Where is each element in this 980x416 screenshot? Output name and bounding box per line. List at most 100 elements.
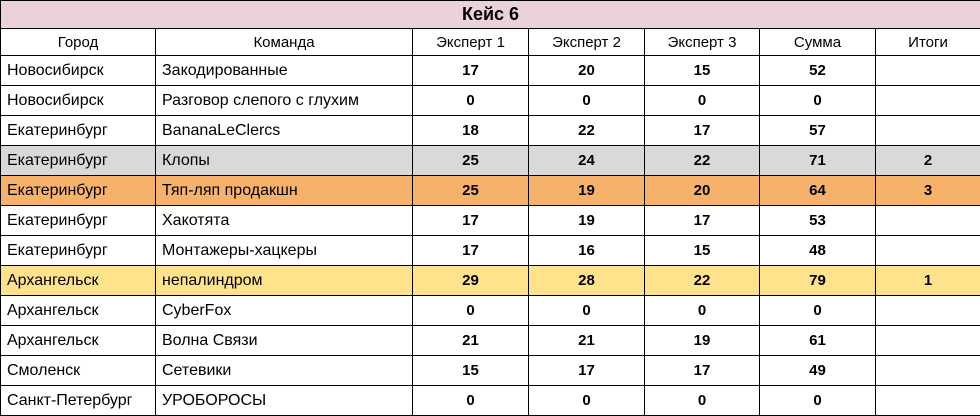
table-row: Архангельск непалиндром 29 28 22 79 1 (0, 265, 980, 296)
sum-cell[interactable]: 61 (759, 325, 876, 356)
expert2-score-cell[interactable]: 19 (528, 175, 645, 206)
table-row: Екатеринбург BananaLeClercs 18 22 17 57 (0, 115, 980, 146)
team-cell[interactable]: Сетевики (155, 355, 413, 386)
table-row: Екатеринбург Тяп-ляп продакшн 25 19 20 64 3 (0, 175, 980, 206)
sum-cell[interactable]: 53 (759, 205, 876, 236)
sum-cell[interactable]: 49 (759, 355, 876, 386)
table-body: Новосибирск Закодированные 17 20 15 52 Новосиб… (0, 55, 980, 416)
table-title[interactable]: Кейс 6 (0, 0, 980, 29)
expert3-score-cell[interactable]: 19 (644, 325, 760, 356)
sum-cell[interactable]: 64 (759, 175, 876, 206)
expert1-score-cell[interactable]: 0 (412, 295, 529, 326)
column-header-6[interactable]: Сумма (759, 28, 876, 56)
city-cell[interactable]: Архангельск (0, 265, 156, 296)
team-cell[interactable]: Закодированные (155, 55, 413, 86)
sum-cell[interactable]: 79 (759, 265, 876, 296)
city-cell[interactable]: Екатеринбург (0, 235, 156, 266)
expert2-score-cell[interactable]: 19 (528, 205, 645, 236)
expert2-score-cell[interactable]: 0 (528, 385, 645, 416)
expert2-score-cell[interactable]: 16 (528, 235, 645, 266)
sum-cell[interactable]: 0 (759, 295, 876, 326)
expert3-score-cell[interactable]: 20 (644, 175, 760, 206)
expert3-score-cell[interactable]: 0 (644, 85, 760, 116)
result-cell[interactable] (874, 85, 980, 116)
sum-cell[interactable]: 0 (759, 85, 876, 116)
column-header-7[interactable]: Итоги (874, 28, 980, 56)
city-cell[interactable]: Архангельск (0, 325, 156, 356)
expert3-score-cell[interactable]: 17 (644, 205, 760, 236)
city-cell[interactable]: Новосибирск (0, 85, 156, 116)
expert1-score-cell[interactable]: 0 (412, 385, 529, 416)
city-cell[interactable]: Санкт-Петербург (0, 385, 156, 416)
expert2-score-cell[interactable]: 17 (528, 355, 645, 386)
result-cell[interactable] (874, 235, 980, 266)
column-header-2[interactable]: Команда (155, 28, 413, 56)
sum-cell[interactable]: 57 (759, 115, 876, 146)
city-cell[interactable]: Екатеринбург (0, 115, 156, 146)
sum-cell[interactable]: 0 (759, 385, 876, 416)
expert1-score-cell[interactable]: 21 (412, 325, 529, 356)
expert3-score-cell[interactable]: 15 (644, 55, 760, 86)
team-cell[interactable]: УРОБОРОСЫ (155, 385, 413, 416)
column-header-5[interactable]: Эксперт 3 (644, 28, 760, 56)
team-cell[interactable]: Разговор слепого с глухим (155, 85, 413, 116)
column-header-4[interactable]: Эксперт 2 (528, 28, 645, 56)
result-cell[interactable] (874, 385, 980, 416)
sum-cell[interactable]: 52 (759, 55, 876, 86)
team-cell[interactable]: BananaLeClercs (155, 115, 413, 146)
result-cell[interactable]: 2 (874, 145, 980, 176)
expert1-score-cell[interactable]: 25 (412, 145, 529, 176)
result-cell[interactable] (874, 115, 980, 146)
expert1-score-cell[interactable]: 29 (412, 265, 529, 296)
sum-cell[interactable]: 71 (759, 145, 876, 176)
expert2-score-cell[interactable]: 21 (528, 325, 645, 356)
team-cell[interactable]: непалиндром (155, 265, 413, 296)
team-cell[interactable]: Волна Связи (155, 325, 413, 356)
expert2-score-cell[interactable]: 0 (528, 295, 645, 326)
expert3-score-cell[interactable]: 0 (644, 295, 760, 326)
expert2-score-cell[interactable]: 20 (528, 55, 645, 86)
expert1-score-cell[interactable]: 15 (412, 355, 529, 386)
table-row: Архангельск Волна Связи 21 21 19 61 (0, 325, 980, 356)
expert1-score-cell[interactable]: 17 (412, 55, 529, 86)
expert1-score-cell[interactable]: 0 (412, 85, 529, 116)
result-cell[interactable] (874, 355, 980, 386)
team-cell[interactable]: Хакотята (155, 205, 413, 236)
result-cell[interactable]: 1 (874, 265, 980, 296)
city-cell[interactable]: Екатеринбург (0, 145, 156, 176)
city-cell[interactable]: Новосибирск (0, 55, 156, 86)
expert3-score-cell[interactable]: 15 (644, 235, 760, 266)
expert3-score-cell[interactable]: 17 (644, 355, 760, 386)
expert3-score-cell[interactable]: 22 (644, 265, 760, 296)
city-cell[interactable]: Смоленск (0, 355, 156, 386)
expert1-score-cell[interactable]: 17 (412, 235, 529, 266)
city-cell[interactable]: Екатеринбург (0, 175, 156, 206)
expert3-score-cell[interactable]: 22 (644, 145, 760, 176)
city-cell[interactable]: Екатеринбург (0, 205, 156, 236)
expert1-score-cell[interactable]: 18 (412, 115, 529, 146)
team-cell[interactable]: Монтажеры-хацкеры (155, 235, 413, 266)
expert2-score-cell[interactable]: 0 (528, 85, 645, 116)
expert3-score-cell[interactable]: 17 (644, 115, 760, 146)
expert2-score-cell[interactable]: 28 (528, 265, 645, 296)
column-header-3[interactable]: Эксперт 1 (412, 28, 529, 56)
column-header-1[interactable]: Город (0, 28, 156, 56)
sum-cell[interactable]: 48 (759, 235, 876, 266)
result-cell[interactable] (874, 295, 980, 326)
expert3-score-cell[interactable]: 0 (644, 385, 760, 416)
team-cell[interactable]: Клопы (155, 145, 413, 176)
expert2-score-cell[interactable]: 22 (528, 115, 645, 146)
result-cell[interactable] (874, 325, 980, 356)
title-row: Кейс 6 (0, 0, 980, 29)
expert2-score-cell[interactable]: 24 (528, 145, 645, 176)
result-cell[interactable] (874, 55, 980, 86)
expert1-score-cell[interactable]: 17 (412, 205, 529, 236)
city-cell[interactable]: Архангельск (0, 295, 156, 326)
team-cell[interactable]: CyberFox (155, 295, 413, 326)
team-cell[interactable]: Тяп-ляп продакшн (155, 175, 413, 206)
result-cell[interactable]: 3 (874, 175, 980, 206)
expert1-score-cell[interactable]: 25 (412, 175, 529, 206)
result-cell[interactable] (874, 205, 980, 236)
